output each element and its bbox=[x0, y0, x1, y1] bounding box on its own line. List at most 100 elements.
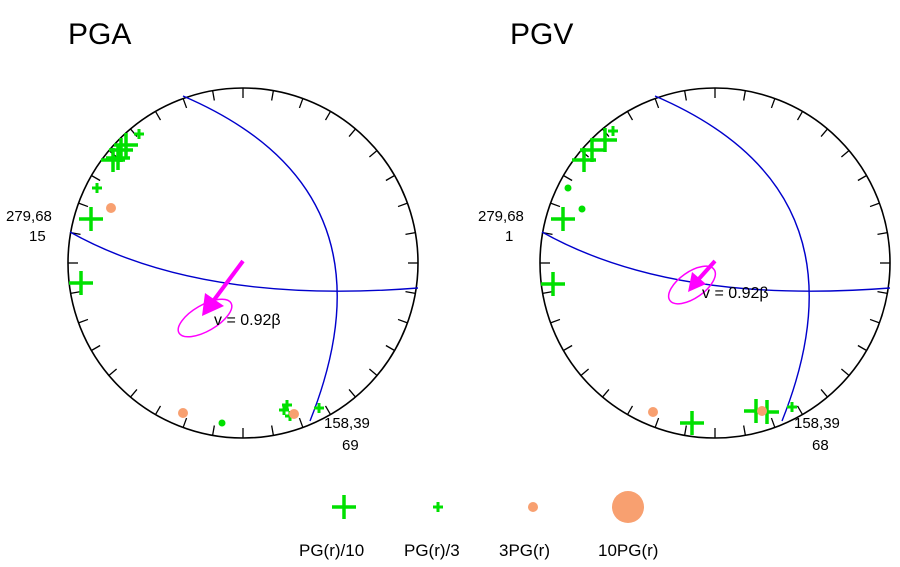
station-marker bbox=[79, 207, 103, 231]
station-marker bbox=[580, 138, 604, 162]
circle-marker bbox=[289, 409, 299, 419]
station-marker bbox=[69, 271, 93, 295]
stereonet-tick bbox=[91, 174, 101, 182]
stereonet-tick bbox=[405, 231, 416, 235]
stereonet-outline-pgv bbox=[539, 87, 891, 439]
plane2-value-pgv: 68 bbox=[812, 437, 829, 454]
stereonet-tick bbox=[550, 318, 561, 324]
stereonet-tick bbox=[108, 368, 118, 376]
legend-symbol bbox=[433, 502, 443, 512]
stereonet-tick bbox=[840, 150, 850, 158]
fault-plane-1-pga bbox=[69, 231, 419, 292]
stereonet-tick bbox=[542, 291, 553, 295]
stereonet-tick bbox=[857, 174, 867, 182]
stereonet-tick bbox=[348, 388, 356, 398]
plane2-label-pgv: 158,39 bbox=[794, 415, 840, 432]
stereonet-tick bbox=[820, 388, 828, 398]
fault-planes-pga bbox=[69, 95, 419, 422]
stereonet-tick bbox=[857, 344, 867, 352]
panel-title-pga: PGA bbox=[68, 18, 131, 51]
station-marker bbox=[314, 403, 324, 413]
stereonet-outline-pga bbox=[67, 87, 419, 439]
stereonet-tick bbox=[70, 291, 81, 295]
station-markers-pgv bbox=[541, 126, 797, 435]
stereonet-tick bbox=[397, 318, 408, 324]
fault-plane-2-pgv bbox=[654, 95, 810, 422]
stereonet-tick bbox=[654, 417, 660, 428]
circle-marker bbox=[106, 203, 116, 213]
legend-label: PG(r)/10 bbox=[299, 541, 364, 560]
stereonet-tick bbox=[770, 98, 776, 109]
station-marker bbox=[106, 146, 130, 170]
dot-marker bbox=[218, 419, 226, 427]
legend-symbol bbox=[332, 495, 356, 519]
stereonet-tick bbox=[626, 111, 634, 121]
plane1-value-pgv: 1 bbox=[505, 228, 513, 245]
velocity-arrow-pga bbox=[202, 259, 245, 316]
stereonet-tick bbox=[211, 90, 215, 101]
stereonet-tick bbox=[820, 128, 828, 138]
rupture-velocity-ellipse-pgv bbox=[667, 265, 717, 305]
plane1-value-pga: 15 bbox=[29, 228, 46, 245]
stereonet-tick bbox=[683, 425, 687, 436]
plane1-label-pga: 279,68 bbox=[6, 208, 52, 225]
stereonet-tick bbox=[743, 425, 747, 436]
stereonet-ticks-pga bbox=[68, 88, 418, 438]
dot-marker bbox=[564, 184, 572, 192]
legend-label: 3PG(r) bbox=[499, 541, 550, 560]
velocity-arrow-shaft-pga bbox=[209, 259, 245, 306]
stereonet-tick bbox=[550, 202, 561, 208]
station-marker bbox=[106, 203, 116, 213]
panel-title-pgv: PGV bbox=[510, 18, 573, 51]
station-marker bbox=[787, 402, 797, 412]
stereonet-tick bbox=[130, 388, 138, 398]
stereonet-tick bbox=[182, 417, 188, 428]
stereonet-tick bbox=[580, 368, 590, 376]
station-marker bbox=[608, 126, 618, 136]
circle-marker bbox=[178, 408, 188, 418]
stereonet-tick bbox=[324, 111, 332, 121]
legend: PG(r)/10 PG(r)/3 3PG(r) 10PG(r) bbox=[299, 491, 658, 560]
station-marker bbox=[541, 272, 565, 296]
stereonet-tick bbox=[796, 111, 804, 121]
circle-marker bbox=[648, 407, 658, 417]
legend-symbol bbox=[528, 502, 538, 512]
station-marker bbox=[648, 407, 658, 417]
stereonet-tick bbox=[91, 344, 101, 352]
stereonet-tick bbox=[271, 425, 275, 436]
rupture-velocity-ellipse-pga bbox=[177, 298, 233, 338]
stereonet-tick bbox=[840, 368, 850, 376]
stereonet-tick bbox=[869, 318, 880, 324]
stereonet-tick bbox=[154, 405, 162, 415]
station-markers-pga bbox=[69, 129, 324, 427]
velocity-label-pgv: v = 0.92β bbox=[702, 285, 769, 302]
stereonet-tick bbox=[368, 150, 378, 158]
stereonet-tick bbox=[78, 202, 89, 208]
plane2-value-pga: 69 bbox=[342, 437, 359, 454]
circle-marker bbox=[757, 406, 767, 416]
plane1-label-pgv: 279,68 bbox=[478, 208, 524, 225]
fault-plane-2-pga bbox=[182, 95, 338, 422]
legend-symbol bbox=[612, 491, 644, 523]
station-marker bbox=[178, 408, 188, 418]
stereonet-tick bbox=[683, 90, 687, 101]
stereonet-tick bbox=[877, 291, 888, 295]
stereonet-tick bbox=[154, 111, 162, 121]
station-marker bbox=[564, 184, 572, 192]
stereonet-tick bbox=[405, 291, 416, 295]
stereonet-tick bbox=[743, 90, 747, 101]
stereonet-tick bbox=[78, 318, 89, 324]
velocity-arrow-head-pgv bbox=[688, 272, 706, 292]
stereonet-tick bbox=[869, 202, 880, 208]
legend-label: PG(r)/3 bbox=[404, 541, 460, 560]
velocity-arrow-pgv bbox=[688, 259, 717, 292]
circle-marker bbox=[612, 491, 644, 523]
fault-planes-pgv bbox=[541, 95, 891, 422]
stereonet-tick bbox=[877, 231, 888, 235]
station-marker bbox=[593, 128, 617, 152]
stereonet-tick bbox=[563, 344, 573, 352]
station-marker bbox=[92, 183, 102, 193]
stereonet-tick bbox=[770, 417, 776, 428]
stereonet-tick bbox=[298, 98, 304, 109]
stereonet-tick bbox=[563, 174, 573, 182]
